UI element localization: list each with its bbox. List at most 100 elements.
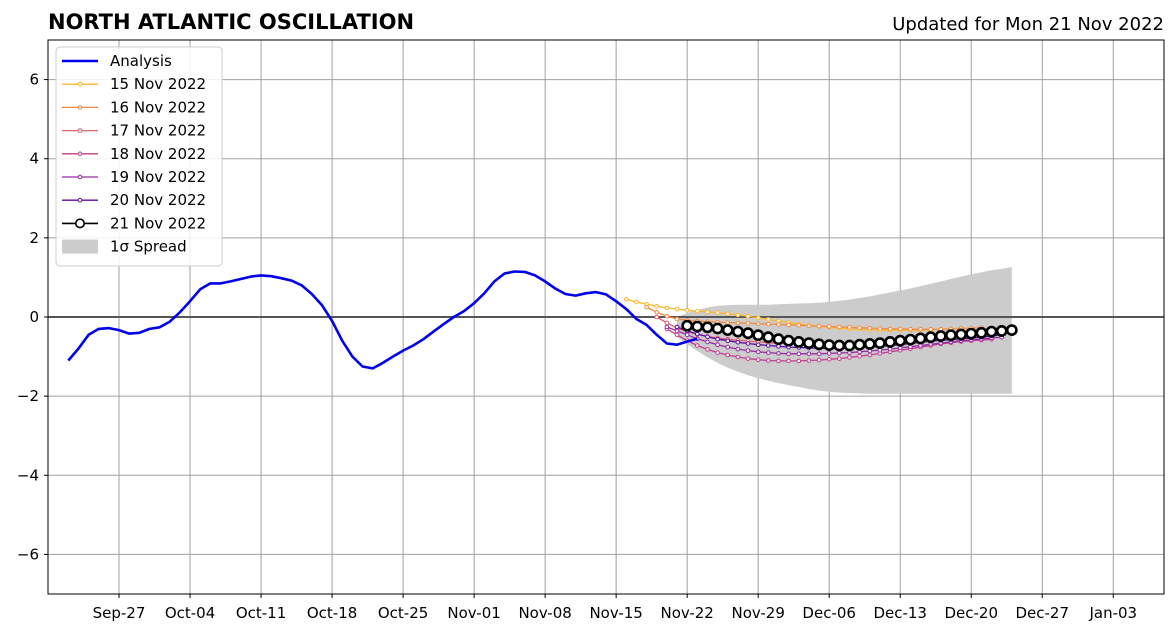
forecast-point [857, 353, 862, 359]
forecast-point [755, 342, 761, 348]
forecast-point [887, 326, 893, 332]
forecast-point [654, 310, 660, 315]
forecast-point [833, 339, 846, 352]
forecast-point [674, 328, 680, 334]
forecast-point [837, 350, 842, 356]
y-tick-label: −4 [17, 466, 39, 484]
forecast-point [674, 316, 680, 322]
y-tick-label: 2 [29, 229, 39, 247]
forecast-point [847, 355, 852, 360]
forecast-point [725, 344, 731, 350]
forecast-point [721, 324, 734, 336]
forecast-point [776, 322, 781, 327]
forecast-point [762, 331, 775, 344]
x-axis-ticks: Sep-27 Oct-04 Oct-11 Oct-18 Oct-25 Nov-01 Nov-… [93, 594, 1137, 622]
legend-label: 19 Nov 2022 [110, 168, 206, 186]
forecast-point [796, 358, 802, 364]
forecast-point [796, 323, 802, 328]
forecast-point [945, 329, 957, 342]
forecast-point [786, 322, 791, 328]
forecast-point [684, 308, 690, 313]
forecast-point [766, 321, 771, 327]
legend-box [55, 46, 223, 267]
forecast-point [664, 305, 670, 311]
forecast-point [725, 320, 731, 325]
analysis-series-layer [67, 270, 698, 370]
plot-frame [47, 39, 1165, 595]
x-tick-label: Nov-22 [660, 604, 713, 622]
forecast-point [884, 335, 896, 348]
x-tick-label: Oct-11 [236, 604, 286, 622]
forecast-point [664, 313, 670, 319]
x-tick-label: Dec-13 [873, 604, 927, 622]
forecast-series [681, 319, 1018, 352]
forecast-point [735, 354, 741, 360]
forecast-point [766, 358, 771, 363]
forecast-point [965, 327, 978, 340]
x-tick-label: Dec-27 [1015, 604, 1069, 622]
legend-swatch-marker [77, 174, 83, 180]
forecast-point [725, 352, 731, 358]
forecast-point [806, 351, 812, 357]
forecast-point [975, 326, 988, 339]
forecast-point [705, 309, 710, 315]
forecast-point [874, 337, 886, 349]
forecast-point [826, 324, 832, 329]
forecast-point [715, 310, 720, 315]
legend-item: 19 Nov 2022 [62, 168, 206, 186]
forecast-point [843, 339, 856, 352]
forecast-point [847, 325, 852, 330]
forecast-line [646, 306, 982, 330]
x-tick-label: Dec-20 [944, 604, 998, 622]
x-tick-label: Sep-27 [93, 604, 146, 622]
forecast-point [776, 358, 781, 364]
forecast-point [725, 311, 731, 317]
legend-item: 15 Nov 2022 [62, 75, 206, 93]
forecast-point [705, 347, 710, 352]
legend-label: 18 Nov 2022 [110, 145, 206, 163]
legend-item: 16 Nov 2022 [62, 98, 206, 116]
forecast-point [664, 320, 670, 326]
forecast-series-layer [624, 296, 1018, 364]
legend-label: 16 Nov 2022 [110, 98, 206, 116]
forecast-point [674, 306, 680, 312]
legend-label: 20 Nov 2022 [110, 191, 206, 209]
forecast-point [755, 315, 761, 321]
analysis-line [67, 270, 698, 370]
forecast-point [701, 321, 714, 334]
legend-item: 18 Nov 2022 [62, 145, 206, 163]
forecast-point [684, 332, 690, 338]
forecast-point [837, 324, 842, 330]
legend-swatch-marker [77, 105, 83, 110]
forecast-point [766, 350, 771, 355]
forecast-point [837, 356, 842, 361]
y-tick-label: 4 [29, 150, 39, 168]
forecast-point [914, 332, 927, 345]
forecast-point [735, 320, 741, 326]
forecast-point [674, 332, 680, 338]
forecast-point [806, 358, 812, 363]
y-tick-label: 6 [29, 71, 39, 89]
forecast-point [786, 351, 791, 357]
x-tick-label: Nov-29 [731, 604, 784, 622]
forecast-point [735, 346, 741, 352]
legend-swatch-marker [77, 128, 83, 133]
spread-band-layer [677, 267, 1012, 394]
forecast-point [796, 351, 802, 357]
y-axis-ticks: 6 4 2 0 −2 −4 −6 [17, 71, 48, 563]
forecast-point [904, 333, 917, 346]
forecast-point [897, 326, 903, 332]
x-tick-label: Oct-18 [307, 604, 357, 622]
forecast-point [634, 299, 639, 305]
forecast-point [664, 324, 670, 330]
chart-title: NORTH ATLANTIC OSCILLATION [48, 10, 414, 34]
y-tick-label: 0 [29, 308, 39, 326]
forecast-point [755, 349, 761, 355]
legend-swatch-marker [77, 197, 83, 203]
x-tick-label: Oct-04 [165, 604, 215, 622]
forecast-point [924, 331, 937, 344]
forecast-point [863, 337, 876, 350]
y-tick-label: −6 [17, 545, 39, 563]
forecast-point [955, 328, 967, 341]
